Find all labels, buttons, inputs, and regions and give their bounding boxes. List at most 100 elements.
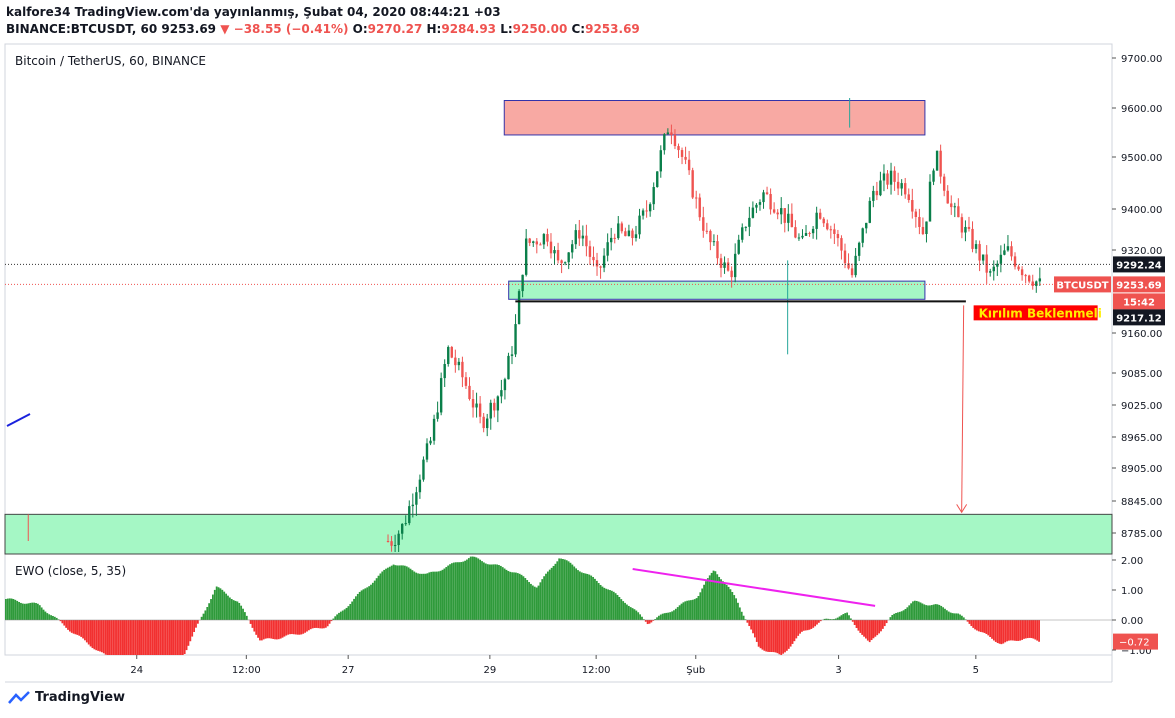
candle-body [425,443,429,460]
candle-body [404,523,407,525]
symbol[interactable]: BINANCE:BTCUSDT, 60 [6,22,158,36]
ewo-bar [281,620,284,638]
ewo-bar [403,565,406,620]
candle-body [985,254,988,273]
ewo-bar [624,602,626,620]
ewo-bar [157,620,160,655]
time-tick-label: 3 [835,665,841,676]
ewo-last-value: −0.72 [1119,638,1150,649]
ewo-bar [377,575,380,620]
ewo-bar [590,575,593,620]
ewo-bar [1034,620,1037,640]
ewo-bar [319,620,322,629]
blue-trend-segment [6,413,31,427]
ewo-bar [964,619,967,620]
ewo-bar [84,620,86,641]
ewo-bar [129,620,132,655]
ewo-bar [531,585,534,620]
ewo-bar [347,606,350,620]
ewo-bar [938,604,941,620]
ewo-bar [36,603,39,620]
ewo-bar [658,615,660,620]
candle-body [659,150,662,172]
ewo-bar [912,601,914,620]
ewo-bar [102,620,105,654]
candle-body [843,250,847,264]
candle-body [978,244,981,261]
high-value: 9284.93 [441,22,497,36]
ewo-bar [752,620,754,634]
ewo-bar [812,620,815,628]
ewo-bar [72,620,75,634]
time-tick-label: Şub [686,665,705,676]
ewo-bar [784,620,786,653]
price-labels: 9292.24 BTCUSDT 9253.69 15:42 9217.12 [1054,256,1165,326]
candle-body [911,200,914,212]
ewo-bar [437,571,440,620]
candle-body [737,239,740,254]
ewo-bar [934,604,937,620]
candle-body [641,210,645,216]
candle-body [797,237,801,239]
ewo-bar [375,578,378,620]
ewo-bar [865,620,867,639]
ewo-bar [769,620,771,653]
ewo-bar [185,620,188,651]
ewo-bar [42,609,45,620]
ewo-bar [443,568,446,620]
ewo-bar [289,620,291,635]
candle-body [1031,281,1034,286]
candle-body [503,379,507,391]
ewo-bar [738,607,741,620]
ewo-bar [221,589,224,620]
candle-body [386,541,390,542]
candle-body [893,170,896,182]
ewo-bar [897,612,899,620]
ewo-bar [991,620,993,639]
ewo-bar [364,588,367,620]
ewo-bar [373,580,376,620]
ewo-bar [142,620,145,655]
ewo-bar [639,614,642,620]
candle-body [762,192,765,203]
ewo-bar [112,620,115,655]
ewo-bar [902,610,905,620]
target-arrow-head [956,504,968,514]
ewo-bar [100,620,103,653]
ewo-bar [287,620,290,635]
candle-body [500,390,503,397]
candle-body [496,396,500,411]
ewo-bar [648,620,651,624]
ewo-bar [460,562,463,620]
ewo-bar [992,620,995,641]
ewo-bar [998,620,1001,644]
tradingview-logo[interactable]: TradingView [8,690,125,705]
ewo-bar [18,602,20,620]
ewo-bar [609,590,611,620]
candle-body [613,237,616,239]
candle-body [705,230,709,232]
ewo-bar [1002,620,1005,644]
candle-body [946,190,949,204]
ewo-bar [891,614,894,620]
ewo-bar [810,620,813,629]
candle-body [656,171,659,188]
ewo-bar [264,620,267,639]
candle-body [889,170,893,185]
candle-body [595,260,599,267]
ewo-bar [228,597,231,620]
candle-body [868,200,871,223]
ewo-bar [1021,620,1024,640]
candle-body [695,197,698,199]
ewo-bar [853,620,856,625]
ewo-bar [355,596,357,620]
candle-body [1006,246,1010,251]
candle-body [1013,256,1017,267]
ewo-bar [55,617,58,620]
ewo-bar [307,620,310,631]
ewo-bar [785,620,788,651]
close-value: 9253.69 [585,22,640,36]
ewo-bar [866,620,869,641]
ewo-bar [494,564,497,620]
